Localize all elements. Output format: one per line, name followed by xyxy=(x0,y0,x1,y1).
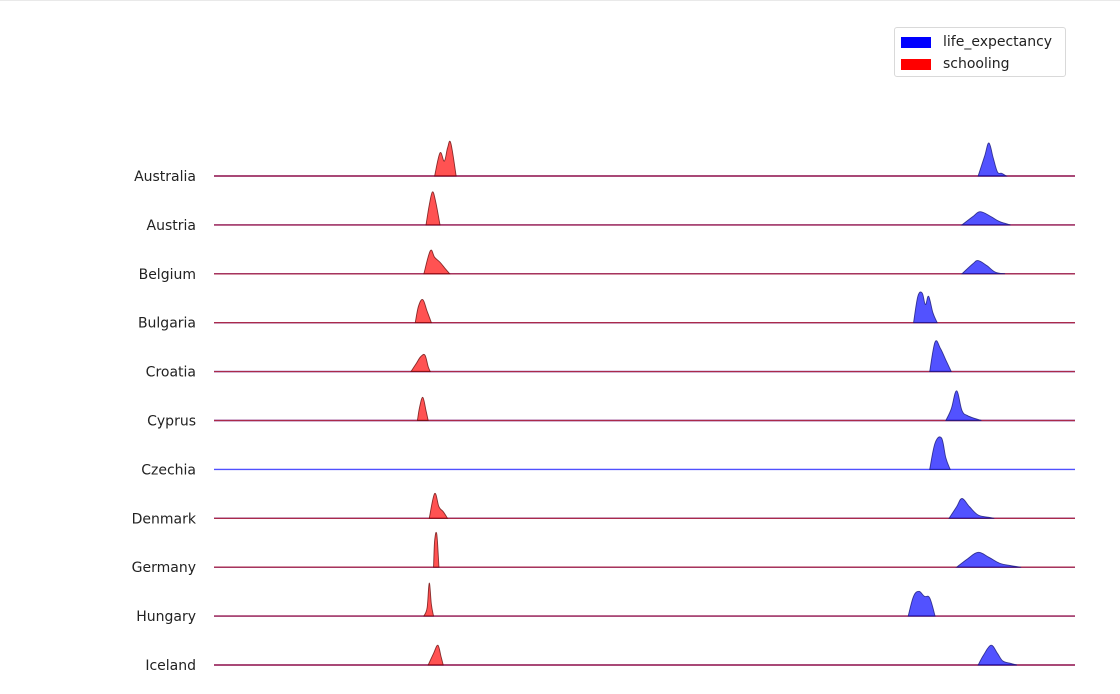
density-life-expectancy-austria xyxy=(962,212,1010,225)
density-life-expectancy-czechia xyxy=(930,437,950,470)
density-schooling-croatia xyxy=(411,354,430,371)
density-life-expectancy-germany xyxy=(957,552,1022,567)
category-label-czechia: Czechia xyxy=(141,462,196,478)
density-life-expectancy-australia xyxy=(978,143,1006,176)
legend: life_expectancy schooling xyxy=(894,27,1066,77)
category-label-germany: Germany xyxy=(132,560,196,576)
category-label-hungary: Hungary xyxy=(136,609,196,625)
density-schooling-iceland xyxy=(428,645,443,665)
density-life-expectancy-cyprus xyxy=(946,391,982,421)
density-schooling-belgium xyxy=(424,250,450,274)
density-life-expectancy-bulgaria xyxy=(914,292,938,323)
legend-item-schooling: schooling xyxy=(901,54,1010,74)
category-label-cyprus: Cyprus xyxy=(147,414,196,430)
density-life-expectancy-belgium xyxy=(962,261,1005,274)
category-label-croatia: Croatia xyxy=(146,365,196,381)
legend-swatch-schooling xyxy=(901,59,931,70)
legend-item-life-expectancy: life_expectancy xyxy=(901,32,1052,52)
density-schooling-cyprus xyxy=(417,397,428,420)
category-label-australia: Australia xyxy=(134,169,196,185)
density-schooling-austria xyxy=(426,192,440,225)
density-schooling-germany xyxy=(434,532,439,567)
density-life-expectancy-croatia xyxy=(930,341,952,372)
category-label-bulgaria: Bulgaria xyxy=(138,316,196,332)
legend-label-life-expectancy: life_expectancy xyxy=(943,34,1052,50)
density-life-expectancy-denmark xyxy=(949,499,994,519)
density-schooling-australia xyxy=(435,141,457,176)
legend-swatch-life-expectancy xyxy=(901,37,931,48)
density-schooling-hungary xyxy=(424,583,434,616)
density-life-expectancy-iceland xyxy=(978,645,1017,665)
density-life-expectancy-hungary xyxy=(908,591,935,616)
category-label-iceland: Iceland xyxy=(145,658,196,674)
legend-label-schooling: schooling xyxy=(943,56,1010,72)
category-label-belgium: Belgium xyxy=(139,267,196,283)
density-schooling-denmark xyxy=(429,493,447,518)
density-schooling-bulgaria xyxy=(415,299,431,322)
category-label-austria: Austria xyxy=(147,218,196,234)
category-label-denmark: Denmark xyxy=(132,511,197,527)
